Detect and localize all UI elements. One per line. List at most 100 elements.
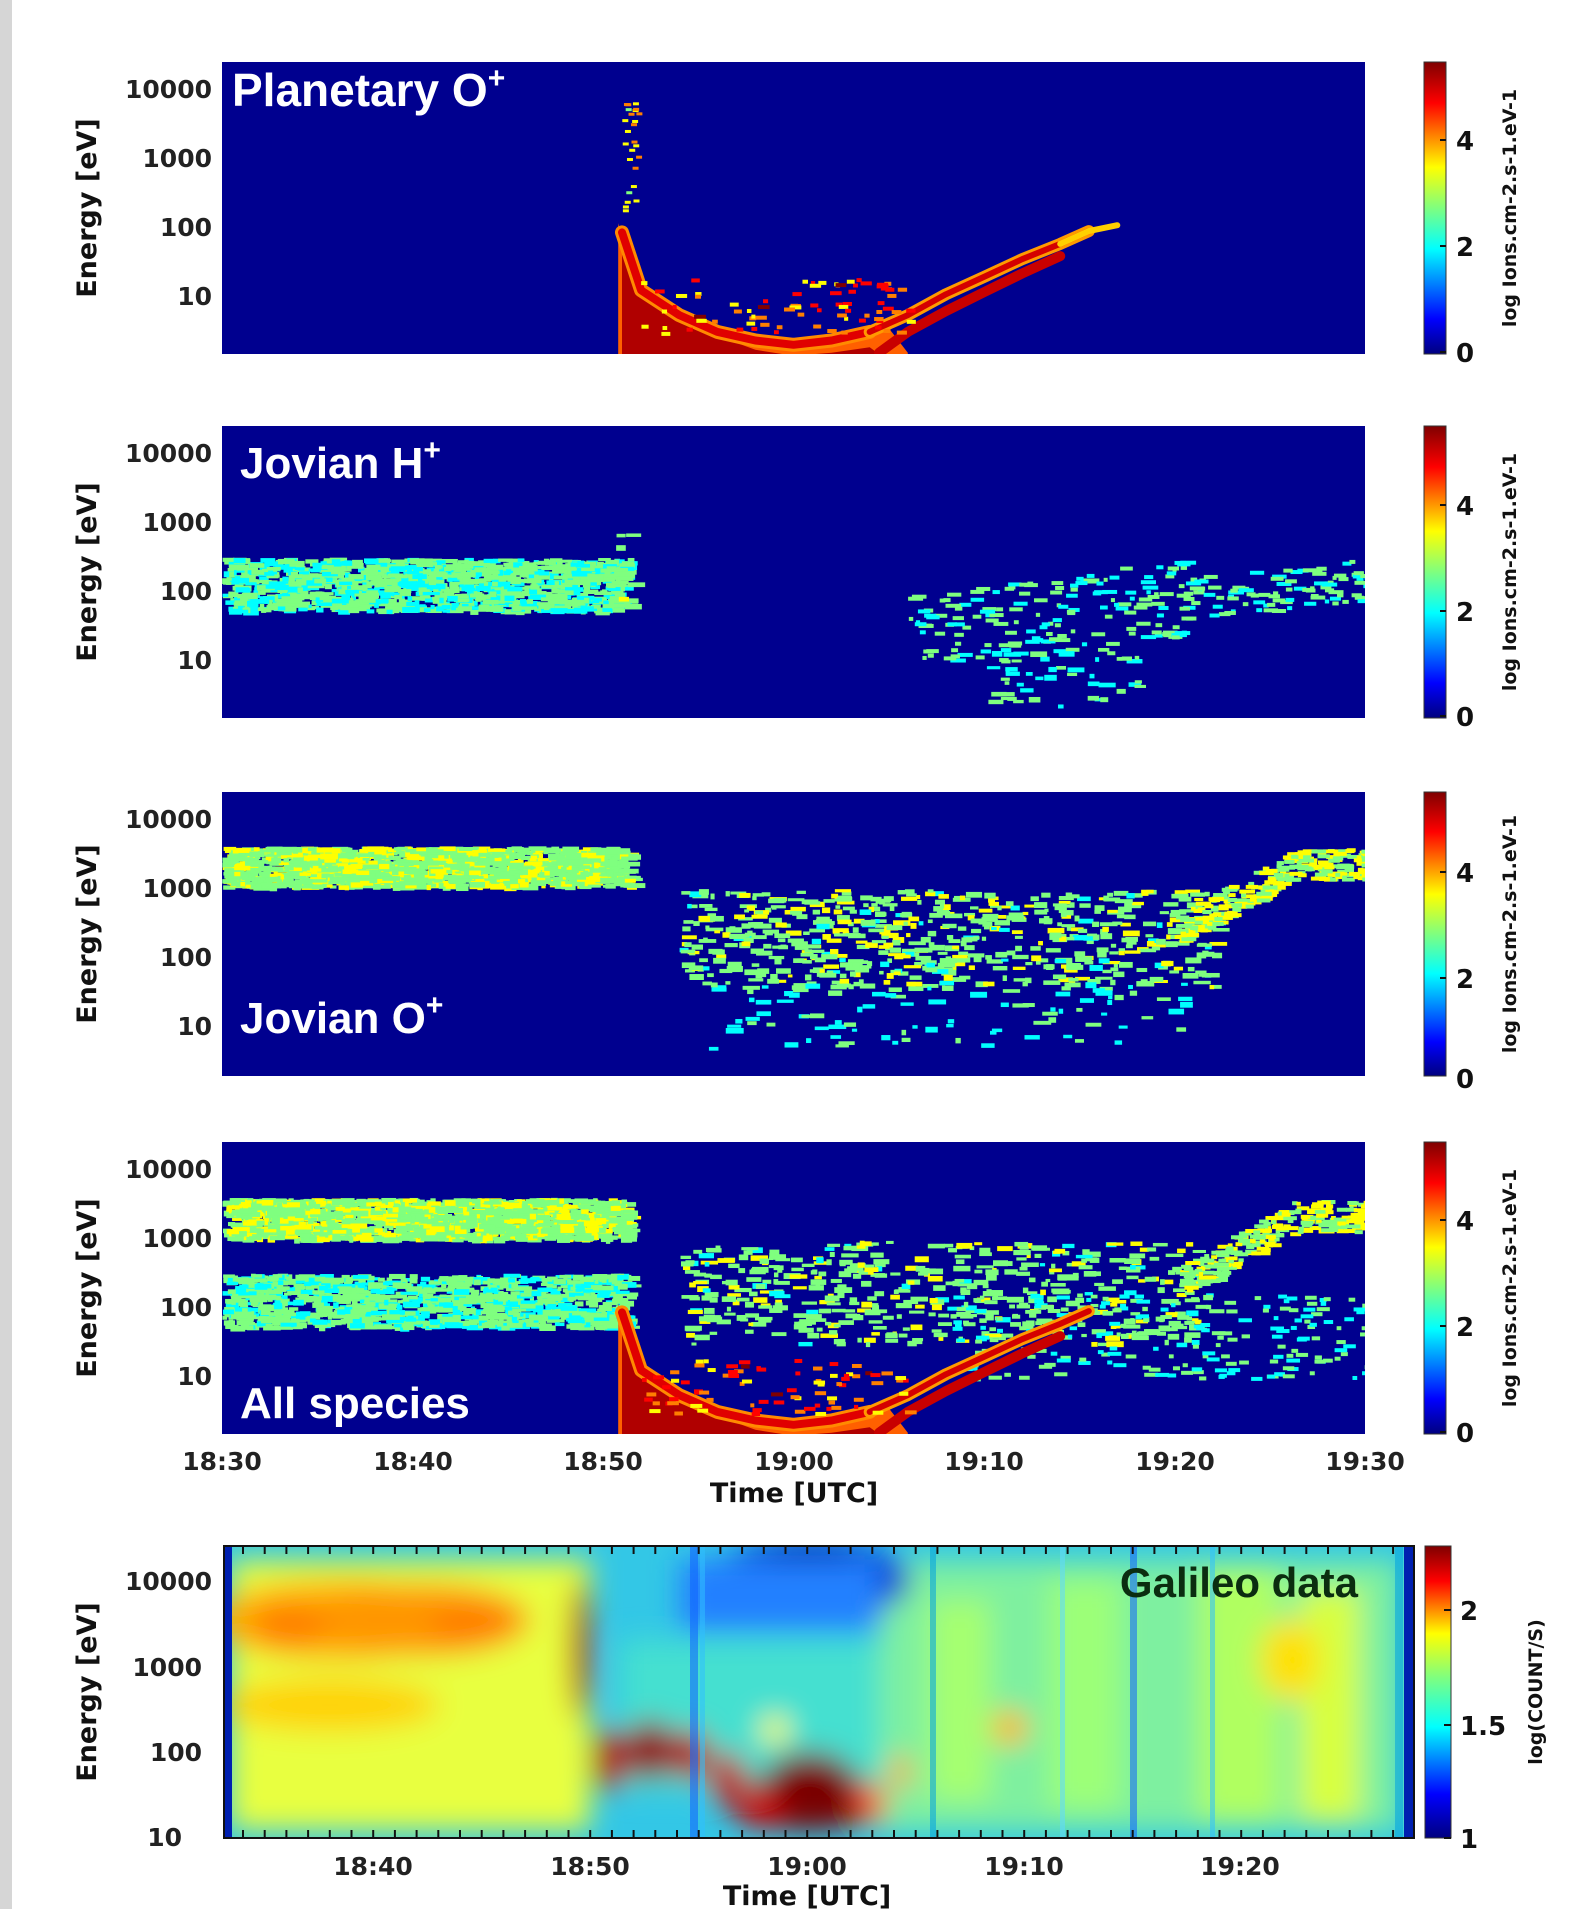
spectrogram-pixel (556, 859, 569, 866)
spectrogram-pixel (818, 280, 827, 285)
spectrogram-pixel (991, 650, 1003, 657)
spectrogram-pixel (420, 864, 428, 870)
spectrogram-pixel (914, 947, 933, 953)
spectrogram-pixel (924, 613, 937, 618)
spectrogram-pixel (1063, 1034, 1073, 1039)
spectrogram-pixel (299, 872, 311, 876)
spectrogram-pixel (1335, 875, 1343, 880)
spectrogram-pixel (256, 585, 266, 591)
spectrogram-pixel (549, 558, 563, 564)
spectrogram-pixel (684, 969, 695, 973)
spectrogram-pixel (336, 1218, 343, 1222)
spectrogram-pixel (436, 560, 446, 564)
spectrogram-pixel (1117, 602, 1132, 607)
spectrogram-pixel (1074, 915, 1080, 922)
spectrogram-pixel (1298, 858, 1315, 863)
spectrogram-pixel (403, 869, 421, 874)
spectrogram-pixel (497, 581, 511, 587)
spectrogram-pixel (414, 1199, 425, 1204)
spectrogram-pixel (1193, 980, 1211, 985)
spectrogram-pixel (816, 972, 828, 977)
spectrogram-pixel (540, 597, 554, 602)
spectrogram-pixel (696, 318, 707, 323)
spectrogram-pixel (1322, 849, 1338, 854)
spectrogram-pixel (911, 594, 927, 599)
spectrogram-pixel (1250, 593, 1259, 598)
spectrogram-pixel (609, 596, 623, 602)
spectrogram-pixel (806, 1038, 812, 1044)
spectrogram-pixel (1098, 682, 1116, 688)
spectrogram-pixel (324, 861, 333, 868)
spectrogram-pixel (575, 564, 591, 568)
spectrogram-pixel (1043, 980, 1061, 985)
spectrogram-pixel (1034, 598, 1048, 603)
spectrogram-pixel (1321, 582, 1338, 587)
spectrogram-pixel (747, 932, 756, 938)
spectrogram-pixel (433, 589, 439, 595)
spectrogram-pixel (750, 935, 767, 940)
spectrogram-pixel (989, 904, 1000, 908)
spectrogram-pixel (233, 852, 246, 856)
spectrogram-pixel (1172, 625, 1180, 630)
spectrogram-pixel (1104, 897, 1121, 902)
spectrogram-pixel (347, 603, 359, 607)
spectrogram-pixel (777, 938, 786, 943)
spectrogram-pixel (483, 574, 497, 580)
spectrogram-pixel (946, 935, 954, 940)
spectrogram-pixel (397, 873, 407, 878)
spectrogram-pixel (504, 595, 515, 602)
spectrogram-pixel (778, 945, 789, 950)
spectrogram-pixel (1166, 571, 1177, 576)
spectrogram-pixel (710, 893, 715, 900)
spectrogram-pixel (484, 861, 490, 868)
spectrogram-pixel (859, 909, 872, 915)
spectrogram-pixel (893, 971, 901, 976)
spectrogram-pixel (287, 598, 300, 604)
spectrogram-pixel (1022, 911, 1029, 916)
spectrogram-pixel (1146, 940, 1155, 947)
spectrogram-pixel (910, 922, 917, 929)
spectrogram-pixel (455, 885, 469, 892)
spectrogram-pixel (415, 861, 424, 867)
panel-label: Jovian O+ (240, 989, 443, 1043)
spectrogram-pixel (661, 309, 668, 314)
spectrogram-pixel (793, 958, 805, 963)
spectrogram-pixel (621, 859, 627, 866)
spectrogram-pixel (1202, 910, 1212, 915)
spectrogram-pixel (742, 985, 760, 990)
spectrogram-pixel (590, 585, 601, 589)
y-tick-label: 10000 (125, 75, 212, 104)
spectrogram-pixel (845, 964, 860, 971)
spectrogram-pixel (816, 916, 830, 922)
spectrogram-pixel (489, 591, 497, 598)
spectrogram-pixel (848, 933, 866, 939)
panel-label: Planetary O+ (232, 62, 505, 116)
spectrogram-pixel (1263, 603, 1269, 608)
spectrogram-pixel (981, 936, 987, 941)
spectrogram-pixel (540, 595, 558, 599)
spectrogram-pixel (314, 578, 327, 584)
spectrogram-pixel (223, 872, 229, 876)
spectrogram-pixel (284, 876, 294, 883)
spectrogram-pixel (605, 586, 616, 591)
spectrogram-pixel (1170, 909, 1187, 915)
spectrogram-pixel (1051, 581, 1064, 586)
spectrogram-pixel (1209, 613, 1220, 618)
spectrogram-pixel (1067, 667, 1085, 673)
spectrogram-pixel (554, 880, 562, 886)
spectrogram-pixel (1268, 594, 1280, 599)
spectrogram-pixel (514, 873, 520, 879)
spectrogram-pixel (1064, 982, 1081, 988)
spectrogram-pixel (1349, 559, 1356, 564)
spectrogram-pixel (1040, 639, 1056, 644)
spectrogram-pixel (435, 583, 446, 590)
spectrogram-pixel (1210, 905, 1219, 912)
spectrogram-pixel (509, 877, 521, 882)
spectrogram-pixel (883, 328, 891, 333)
spectrogram-pixel (1019, 591, 1031, 596)
spectrogram-pixel (1079, 903, 1091, 908)
spectrogram-pixel (979, 609, 996, 614)
spectrogram-pixel (562, 574, 577, 578)
spectrogram-pixel (876, 309, 883, 314)
spectrogram-pixel (260, 1232, 268, 1238)
